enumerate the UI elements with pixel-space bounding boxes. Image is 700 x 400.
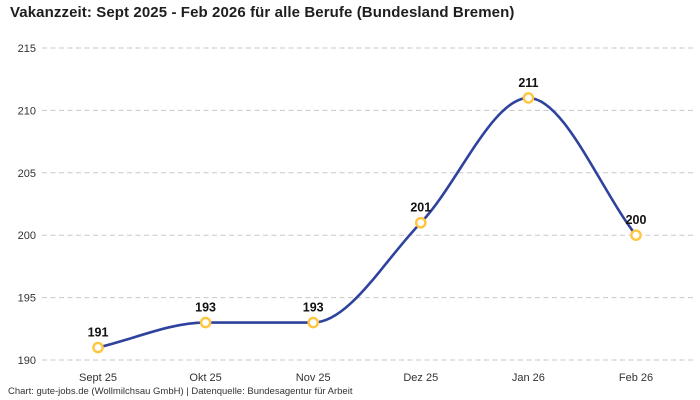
x-tick-label: Feb 26 xyxy=(619,372,653,384)
x-tick-label: Nov 25 xyxy=(296,372,331,384)
x-tick-label: Jan 26 xyxy=(512,372,545,384)
data-point-label: 191 xyxy=(88,326,109,340)
data-point-marker xyxy=(199,316,212,329)
x-tick-label: Okt 25 xyxy=(189,372,221,384)
y-tick-label: 215 xyxy=(18,43,36,55)
x-tick-label: Dez 25 xyxy=(403,372,438,384)
data-point-marker xyxy=(630,229,642,241)
y-tick-label: 205 xyxy=(18,168,36,180)
data-point-marker xyxy=(522,92,535,104)
data-point-marker xyxy=(307,316,320,329)
chart-title: Vakanzzeit: Sept 2025 - Feb 2026 für all… xyxy=(10,4,515,21)
data-point-label: 201 xyxy=(410,201,431,215)
data-point-marker xyxy=(414,216,427,229)
data-point-label: 211 xyxy=(518,76,538,90)
x-tick-label: Sept 25 xyxy=(79,372,117,384)
series-line xyxy=(96,96,638,349)
y-tick-label: 200 xyxy=(18,230,36,242)
data-point-label: 193 xyxy=(303,301,324,315)
data-point-marker xyxy=(92,341,104,354)
y-tick-label: 210 xyxy=(18,105,36,117)
y-tick-label: 190 xyxy=(18,355,36,367)
chart-attribution: Chart: gute-jobs.de (Wollmilchsau GmbH) … xyxy=(8,386,353,397)
data-point-label: 193 xyxy=(195,301,216,315)
data-point-label: 200 xyxy=(626,213,647,227)
y-tick-label: 195 xyxy=(18,293,36,305)
